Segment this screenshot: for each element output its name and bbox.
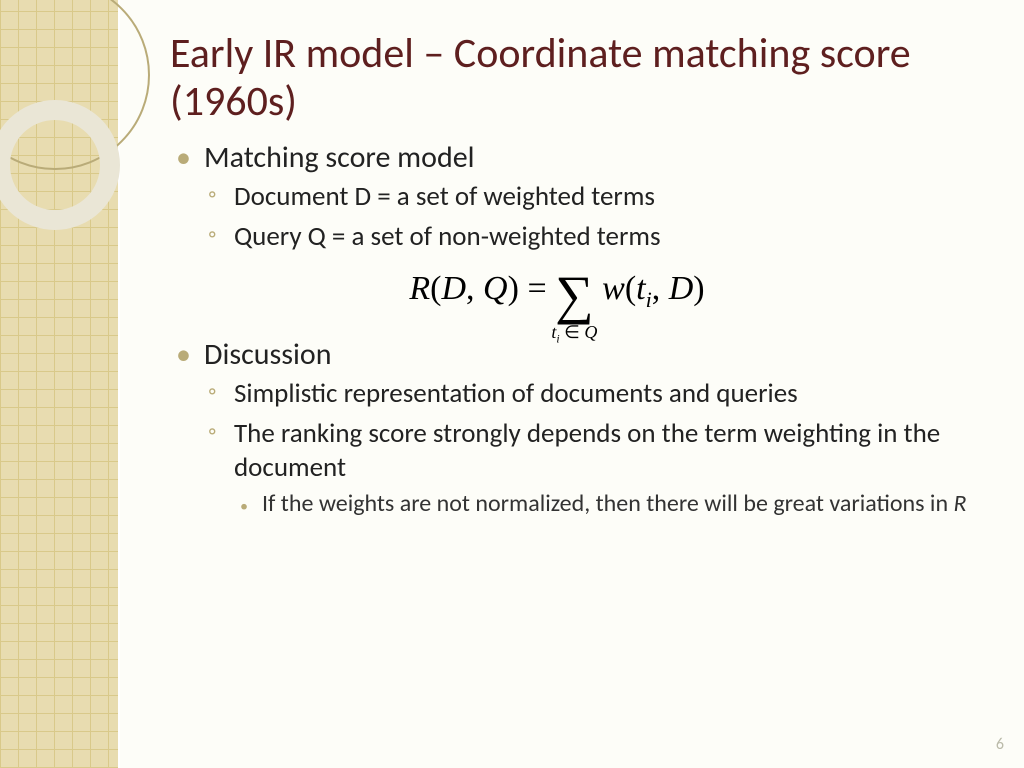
formula-lparen: (: [430, 270, 441, 307]
sub2-ital: R: [953, 489, 966, 518]
decorative-sidebar: [0, 0, 120, 768]
bullet-list: Discussion Simplistic representation of …: [170, 336, 984, 520]
bullet-text: Matching score model: [204, 139, 475, 176]
sub2-item: If the weights are not normalized, then …: [234, 488, 984, 519]
formula-w: w: [602, 270, 625, 307]
bullet-item: Matching score model Document D = a set …: [170, 139, 984, 254]
formula: R(D, Q) = ∑ti ∈ Q w(ti, D): [130, 268, 984, 322]
sub-item: Document D = a set of weighted terms: [204, 180, 984, 214]
sub-list: Document D = a set of weighted terms Que…: [204, 180, 984, 254]
formula-R: R: [409, 270, 430, 307]
sub-list: Simplistic representation of documents a…: [204, 377, 984, 519]
formula-lparen2: (: [625, 270, 636, 307]
sigma-symbol: ∑: [555, 265, 594, 325]
sub-item-text: The ranking score strongly depends on th…: [234, 417, 940, 484]
formula-eq: =: [519, 270, 555, 307]
sub-item: Query Q = a set of non-weighted terms: [204, 220, 984, 254]
formula-t: t: [636, 270, 645, 307]
formula-rparen2: ): [693, 270, 704, 307]
bullet-item: Discussion Simplistic representation of …: [170, 336, 984, 520]
sub2-list: If the weights are not normalized, then …: [234, 488, 984, 519]
sub-item: Simplistic representation of documents a…: [204, 377, 984, 411]
sub2-text: If the weights are not normalized, then …: [262, 489, 953, 518]
page-number: 6: [996, 735, 1004, 754]
slide-title: Early IR model – Coordinate matching sco…: [170, 30, 984, 127]
sigma-icon: ∑ti ∈ Q: [555, 268, 594, 322]
formula-rparen: ): [508, 270, 519, 307]
formula-comma2: ,: [652, 270, 669, 307]
slide-content: Early IR model – Coordinate matching sco…: [170, 30, 984, 526]
sub-item: The ranking score strongly depends on th…: [204, 417, 984, 520]
bullet-text: Discussion: [204, 336, 331, 373]
bullet-list: Matching score model Document D = a set …: [170, 139, 984, 254]
formula-comma: ,: [466, 270, 483, 307]
formula-D: D: [441, 270, 466, 307]
formula-Q: Q: [483, 270, 508, 307]
formula-D2: D: [669, 270, 694, 307]
